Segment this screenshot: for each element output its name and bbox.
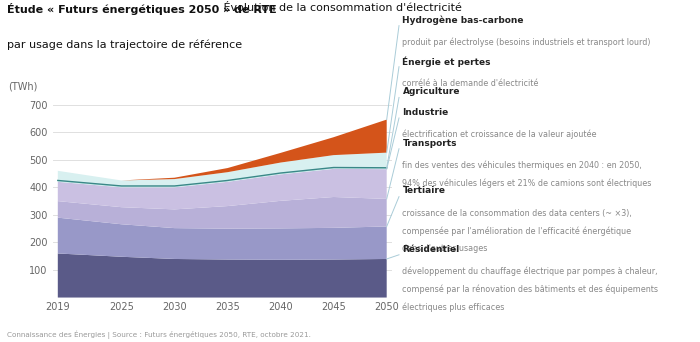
Text: Industrie: Industrie xyxy=(402,108,449,117)
Text: Connaissance des Énergies | Source : Futurs énergétiques 2050, RTE, octobre 2021: Connaissance des Énergies | Source : Fut… xyxy=(7,330,311,339)
Text: 94% des véhicules légers et 21% de camions sont électriques: 94% des véhicules légers et 21% de camio… xyxy=(402,179,652,188)
Text: Hydrogène bas-carbone: Hydrogène bas-carbone xyxy=(402,15,524,25)
Text: compensé par la rénovation des bâtiments et des équipements: compensé par la rénovation des bâtiments… xyxy=(402,285,659,294)
Text: corrélé à la demande d'électricité: corrélé à la demande d'électricité xyxy=(402,79,539,88)
Text: compensée par l'amélioration de l'efficacité énergétique: compensée par l'amélioration de l'effica… xyxy=(402,226,631,236)
Text: fin des ventes des véhicules thermiques en 2040 : en 2050,: fin des ventes des véhicules thermiques … xyxy=(402,161,643,170)
Text: par usage dans la trajectoire de référence: par usage dans la trajectoire de référen… xyxy=(7,39,242,50)
Text: Tertiaire: Tertiaire xyxy=(402,186,445,195)
Text: Évolution de la consommation d'électricité: Évolution de la consommation d'électrici… xyxy=(220,3,463,13)
Text: Étude « Futurs énergétiques 2050 » de RTE: Étude « Futurs énergétiques 2050 » de RT… xyxy=(7,3,276,15)
Text: (TWh): (TWh) xyxy=(8,81,38,91)
Text: développement du chauffage électrique par pompes à chaleur,: développement du chauffage électrique pa… xyxy=(402,267,658,276)
Text: dans d'autres usages: dans d'autres usages xyxy=(402,244,488,253)
Text: électriques plus efficaces: électriques plus efficaces xyxy=(402,302,505,312)
Text: Transports: Transports xyxy=(402,139,457,147)
Text: Énergie et pertes: Énergie et pertes xyxy=(402,56,491,67)
Text: produit par électrolyse (besoins industriels et transport lourd): produit par électrolyse (besoins industr… xyxy=(402,38,651,47)
Text: électrification et croissance de la valeur ajoutée: électrification et croissance de la vale… xyxy=(402,130,597,140)
Text: croissance de la consommation des data centers (~ ×3),: croissance de la consommation des data c… xyxy=(402,209,632,218)
Text: Résidentiel: Résidentiel xyxy=(402,245,460,253)
Text: Agriculture: Agriculture xyxy=(402,87,460,96)
